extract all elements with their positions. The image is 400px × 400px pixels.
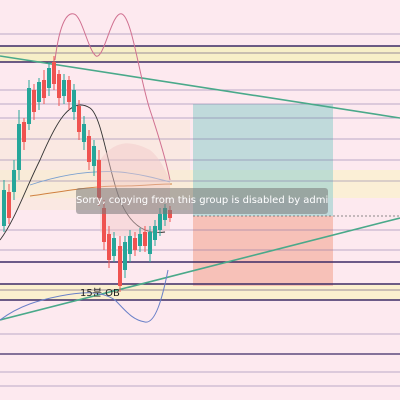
- descending-trendline: [0, 55, 400, 119]
- candle: [87, 130, 91, 170]
- candle: [47, 62, 51, 96]
- candle: [77, 100, 81, 140]
- candle: [72, 84, 76, 120]
- candle: [153, 220, 157, 246]
- candle: [128, 230, 132, 262]
- moving-average-black: [0, 104, 166, 241]
- candle: [17, 110, 21, 180]
- trend-lines[interactable]: [0, 55, 400, 321]
- candle: [37, 78, 41, 110]
- ascending-trendline: [0, 217, 400, 321]
- candle: [67, 76, 71, 110]
- candle: [52, 56, 56, 90]
- candle: [148, 226, 152, 262]
- candle: [57, 70, 61, 106]
- candle: [32, 84, 36, 120]
- candle: [12, 160, 16, 200]
- bollinger-lower: [0, 269, 169, 323]
- bollinger-upper: [54, 13, 171, 181]
- candle: [107, 226, 111, 268]
- moving-average-blue: [29, 171, 171, 186]
- candle: [27, 80, 31, 130]
- candle: [112, 232, 116, 262]
- candle: [92, 140, 96, 176]
- loss-zone: [193, 216, 333, 286]
- candle: [118, 236, 122, 292]
- candles: [2, 56, 172, 292]
- candle: [2, 180, 6, 232]
- candle: [123, 236, 127, 278]
- candle: [82, 116, 86, 150]
- candle: [42, 70, 46, 104]
- candle: [62, 74, 66, 104]
- candle: [138, 228, 142, 252]
- zone-lower: [0, 284, 400, 300]
- moving-average-orange: [29, 183, 173, 197]
- candle: [22, 118, 26, 150]
- level-lines[interactable]: [0, 33, 400, 387]
- candle: [133, 232, 137, 256]
- order-block-label: 15분 OB: [80, 288, 120, 299]
- candle: [143, 226, 147, 252]
- candle: [7, 184, 11, 224]
- zone-upper: [0, 46, 400, 62]
- copy-disabled-notice: Sorry, copying from this group is disabl…: [76, 188, 328, 214]
